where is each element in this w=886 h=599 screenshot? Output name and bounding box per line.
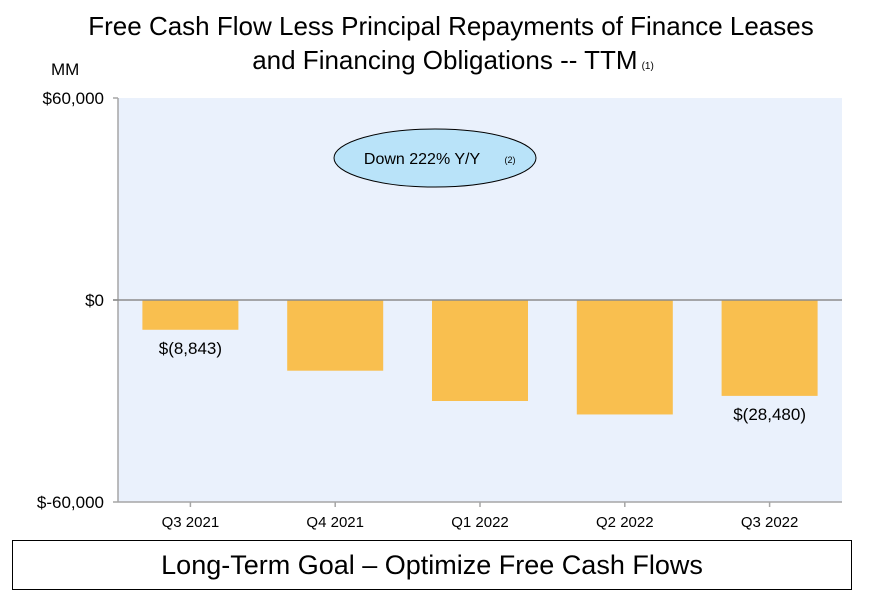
y-tick-label: $60,000 bbox=[43, 89, 104, 108]
x-tick-label: Q2 2022 bbox=[596, 514, 654, 531]
chart-title-line1: Free Cash Flow Less Principal Repayments… bbox=[88, 11, 814, 41]
chart-title-line2: and Financing Obligations -- TTM (1) bbox=[10, 44, 886, 83]
data-label: $(8,843) bbox=[159, 339, 222, 358]
data-label: $(28,480) bbox=[733, 405, 806, 424]
chart-title-text: and Financing Obligations -- TTM bbox=[252, 45, 638, 75]
bar-chart: $60,000 $0 $-60,000 Q3 2021 $(8,843) Q4 2021 Q… bbox=[37, 89, 842, 531]
bar bbox=[142, 300, 239, 330]
bar bbox=[721, 300, 818, 396]
x-tick-label: Q4 2021 bbox=[306, 514, 364, 531]
bar bbox=[287, 300, 384, 371]
x-tick-label: Q3 2022 bbox=[741, 514, 799, 531]
long-term-goal-box: Long-Term Goal – Optimize Free Cash Flow… bbox=[12, 540, 852, 590]
x-tick-label: Q3 2021 bbox=[162, 514, 220, 531]
annotation-ellipse bbox=[333, 128, 537, 188]
bar bbox=[432, 300, 528, 401]
bar bbox=[576, 300, 673, 415]
title-footnote: (1) bbox=[641, 61, 654, 72]
annotation-text: Down 222% Y/Y bbox=[364, 151, 481, 168]
y-axis-unit: MM bbox=[51, 60, 80, 79]
long-term-goal-text: Long-Term Goal – Optimize Free Cash Flow… bbox=[161, 549, 703, 580]
annotation-footnote: (2) bbox=[505, 155, 516, 165]
x-tick-label: Q1 2022 bbox=[451, 514, 509, 531]
y-tick-label: $-60,000 bbox=[37, 493, 104, 512]
y-tick-label: $0 bbox=[85, 291, 104, 310]
